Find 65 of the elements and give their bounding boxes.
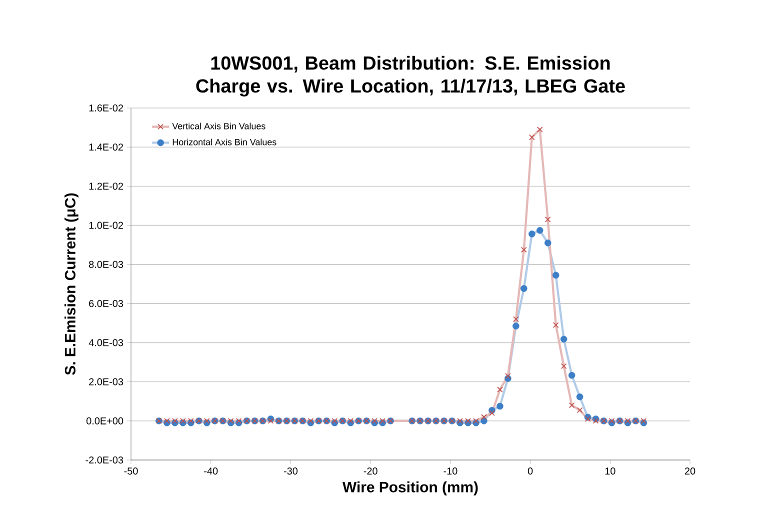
legend-label: Vertical Axis Bin Values [172, 122, 266, 130]
point [584, 416, 591, 422]
point [332, 418, 338, 424]
x-tick-label: -20 [364, 468, 378, 475]
point [348, 418, 354, 424]
y-tick-label: 1.6E-02 [89, 104, 123, 112]
y-axis-title: S. E.Emision Current (μC) [64, 193, 78, 375]
legend-label: Horizontal Axis Bin Values [172, 138, 276, 146]
point [560, 363, 567, 370]
point [188, 418, 194, 424]
point [512, 322, 520, 330]
x-tick-label: 20 [684, 468, 696, 475]
point [372, 418, 378, 424]
y-tick-label: 4.0E-03 [88, 339, 124, 346]
point [528, 134, 535, 140]
y-tick-label: 1.4E-02 [89, 144, 123, 151]
point [204, 418, 210, 424]
point [172, 418, 178, 424]
point [380, 418, 386, 424]
point [180, 418, 186, 424]
point [552, 272, 560, 279]
point [457, 418, 463, 424]
point [552, 322, 559, 328]
x-axis-title: Wire Position (mm) [342, 481, 478, 496]
x-tick-label: -50 [124, 468, 138, 475]
x-tick-label: -30 [284, 468, 298, 475]
point [512, 316, 519, 322]
point [528, 230, 536, 238]
point [536, 126, 543, 132]
y-tick-label: 0.0E+00 [86, 417, 124, 424]
point [164, 418, 170, 424]
point [520, 285, 528, 292]
point [308, 418, 314, 424]
point [489, 410, 495, 416]
point [536, 227, 544, 234]
x-tick-label: -10 [444, 468, 458, 475]
y-tick-label: 1.0E-02 [89, 222, 123, 229]
point [496, 402, 504, 410]
y-tick-label: 1.2E-02 [89, 182, 123, 190]
point [640, 418, 647, 424]
point [624, 418, 631, 424]
y-tick-label: 6.0E-03 [89, 300, 124, 308]
point [568, 372, 576, 379]
point [544, 240, 552, 246]
point [560, 336, 568, 343]
y-tick-label: 2.0E-03 [89, 378, 124, 386]
x-tick-label: -40 [204, 468, 218, 475]
y-tick-label: -2.0E-03 [86, 456, 124, 464]
point [465, 418, 471, 424]
point [544, 216, 551, 222]
x-tick-label: 10 [605, 468, 616, 475]
point [568, 402, 575, 408]
point [520, 246, 527, 253]
point [576, 393, 584, 400]
point [228, 418, 234, 424]
chart-title: 10WS001, Beam Distribution: S.E. Emission Charge vs. Wire Location, 11/17/13, LBEG Gate [196, 56, 625, 97]
y-tick-label: 8.0E-03 [89, 260, 124, 268]
point [497, 386, 503, 393]
x-tick-label: 0 [528, 468, 533, 475]
point [473, 418, 479, 424]
point [505, 372, 511, 379]
point [236, 418, 242, 424]
point [481, 414, 487, 420]
point [608, 418, 615, 424]
point [576, 407, 583, 414]
